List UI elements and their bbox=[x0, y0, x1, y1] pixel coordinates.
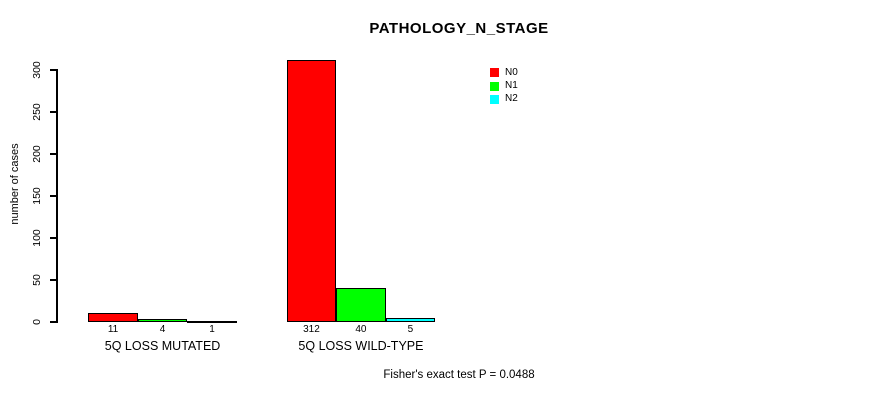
y-tick-300 bbox=[50, 69, 57, 71]
bar-value-label-5q-loss-mutated-n1: 4 bbox=[159, 324, 166, 335]
y-tick-label-300: 300 bbox=[31, 61, 43, 79]
legend-label-n0: N0 bbox=[505, 66, 518, 78]
y-tick-label-200: 200 bbox=[31, 145, 43, 163]
category-label-5q-loss-wild-type: 5Q LOSS WILD-TYPE bbox=[298, 339, 424, 353]
category-label-5q-loss-mutated: 5Q LOSS MUTATED bbox=[104, 339, 221, 353]
bar-n1-5q-loss-mutated bbox=[137, 318, 188, 322]
legend-row-n1: N1 bbox=[490, 79, 518, 92]
legend-row-n2: N2 bbox=[490, 93, 518, 106]
bar-n1-5q-loss-wild-type bbox=[336, 288, 386, 322]
y-axis-label: number of cases bbox=[9, 143, 21, 225]
bar-value-label-5q-loss-wild-type-n2: 5 bbox=[407, 324, 414, 335]
bar-n0-5q-loss-mutated bbox=[88, 312, 138, 322]
chart-title: PATHOLOGY_N_STAGE bbox=[369, 20, 549, 37]
legend-swatch-n1 bbox=[490, 81, 499, 91]
legend-row-n0: N0 bbox=[490, 66, 518, 79]
legend-label-n1: N1 bbox=[505, 80, 518, 92]
y-tick-label-150: 150 bbox=[31, 187, 43, 205]
y-tick-250 bbox=[50, 111, 57, 113]
y-tick-150 bbox=[50, 195, 57, 197]
y-tick-label-50: 50 bbox=[31, 274, 43, 286]
statistical-test-annotation: Fisher's exact test P = 0.0488 bbox=[383, 369, 535, 381]
bar-value-label-5q-loss-wild-type-n0: 312 bbox=[303, 324, 320, 335]
y-tick-label-250: 250 bbox=[31, 103, 43, 121]
legend-swatch-n2 bbox=[490, 94, 499, 104]
y-tick-200 bbox=[50, 153, 57, 155]
y-tick-label-0: 0 bbox=[31, 319, 43, 325]
y-tick-50 bbox=[50, 279, 57, 281]
legend-label-n2: N2 bbox=[505, 93, 518, 105]
bar-n2-5q-loss-wild-type bbox=[385, 317, 436, 322]
y-tick-0 bbox=[50, 321, 57, 323]
legend: N0 N1 N2 bbox=[490, 66, 518, 106]
y-tick-label-100: 100 bbox=[31, 229, 43, 247]
legend-swatch-n0 bbox=[490, 68, 499, 78]
bar-value-label-5q-loss-mutated-n2: 1 bbox=[209, 324, 215, 335]
y-tick-100 bbox=[50, 237, 57, 239]
bar-value-label-5q-loss-mutated-n0: 11 bbox=[107, 324, 119, 335]
bar-n0-5q-loss-wild-type bbox=[286, 59, 337, 322]
bar-value-label-5q-loss-wild-type-n1: 40 bbox=[355, 324, 367, 335]
bar-n2-5q-loss-mutated bbox=[187, 321, 237, 324]
